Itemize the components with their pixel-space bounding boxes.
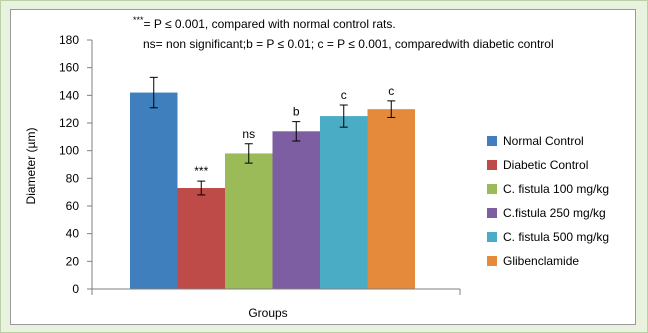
legend-swatch [487, 232, 497, 242]
y-tick-label: 80 [66, 171, 80, 185]
significance-label: c [341, 88, 347, 102]
significance-label: *** [194, 164, 208, 178]
bar [130, 92, 178, 289]
y-tick-label: 40 [66, 227, 80, 241]
legend-swatch [487, 184, 497, 194]
legend-label: Glibenclamide [503, 254, 579, 268]
legend-swatch [487, 160, 497, 170]
significance-label: b [293, 105, 300, 119]
legend-label: Normal Control [503, 134, 584, 148]
y-tick-label: 160 [59, 61, 79, 75]
legend: Normal Control Diabetic Control C. fistula… [487, 134, 609, 268]
y-tick-label: 100 [59, 144, 79, 158]
y-tick-label: 60 [66, 199, 80, 213]
significance-label: c [388, 84, 394, 98]
legend-label: C. fistula 500 mg/kg [503, 230, 609, 244]
y-axis-label: Diameter (µm) [24, 128, 38, 205]
legend-label: C. fistula 100 mg/kg [503, 182, 609, 196]
y-tick-label: 0 [72, 282, 79, 296]
note-line-2: ns= non significant;b = P ≤ 0.01; c = P … [143, 37, 554, 51]
bar [225, 153, 273, 289]
bar [367, 109, 415, 290]
note-line-1-text: = P ≤ 0.001, compared with normal contro… [144, 17, 396, 31]
y-axis: 0 20 40 60 80 100 120 140 160 180 [59, 33, 93, 296]
legend-swatch [487, 256, 497, 266]
y-tick-label: 120 [59, 116, 79, 130]
bars-group: *** ns b c c [130, 76, 415, 290]
y-tick-label: 180 [59, 33, 79, 47]
bar [320, 116, 368, 289]
y-tick-label: 20 [66, 254, 80, 268]
note-stars: *** [133, 15, 144, 25]
bar [272, 131, 320, 289]
legend-label: Diabetic Control [503, 158, 588, 172]
legend-swatch [487, 136, 497, 146]
bar [177, 188, 225, 289]
x-axis [87, 288, 461, 295]
legend-swatch [487, 208, 497, 218]
x-axis-label: Groups [248, 306, 287, 320]
y-tick-label: 140 [59, 88, 79, 102]
significance-label: ns [242, 127, 255, 141]
note-line-1: ***= P ≤ 0.001, compared with normal con… [133, 15, 396, 31]
legend-label: C.fistula 250 mg/kg [503, 206, 606, 220]
